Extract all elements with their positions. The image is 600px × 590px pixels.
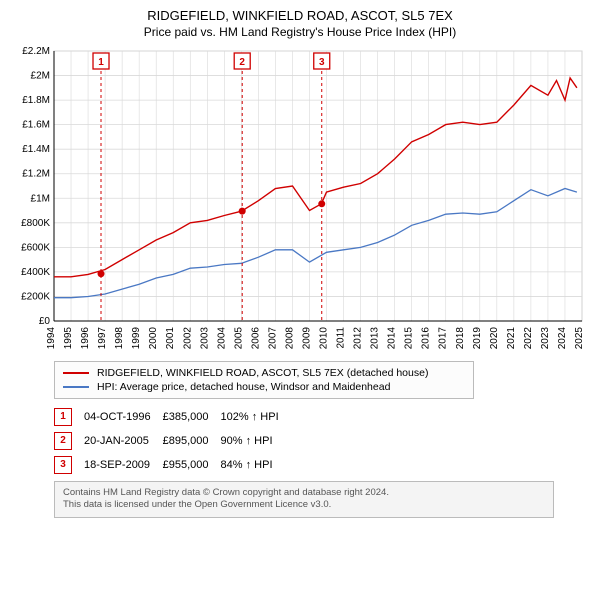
svg-text:£600K: £600K [21, 242, 50, 253]
marker-row: 1 04-OCT-1996£385,000102% ↑ HPI [54, 405, 291, 429]
svg-text:2014: 2014 [387, 326, 398, 349]
svg-text:2006: 2006 [250, 326, 261, 349]
marker-relative: 102% ↑ HPI [221, 405, 291, 429]
svg-text:2022: 2022 [523, 326, 534, 349]
svg-text:2016: 2016 [421, 326, 432, 349]
svg-text:2020: 2020 [489, 326, 500, 349]
svg-text:£1.2M: £1.2M [22, 169, 50, 180]
marker-price: £895,000 [163, 429, 221, 453]
svg-text:2021: 2021 [506, 326, 517, 349]
legend: RIDGEFIELD, WINKFIELD ROAD, ASCOT, SL5 7… [54, 361, 474, 399]
svg-text:1: 1 [98, 57, 104, 68]
svg-text:2024: 2024 [557, 326, 568, 349]
svg-text:1998: 1998 [114, 326, 125, 349]
svg-text:2025: 2025 [574, 326, 585, 349]
legend-swatch-1 [63, 372, 89, 374]
chart-title: RIDGEFIELD, WINKFIELD ROAD, ASCOT, SL5 7… [10, 8, 590, 25]
marker-price: £385,000 [163, 405, 221, 429]
svg-text:2009: 2009 [301, 326, 312, 349]
svg-text:£400K: £400K [21, 267, 50, 278]
marker-date: 18-SEP-2009 [84, 453, 163, 477]
marker-row: 2 20-JAN-2005£895,00090% ↑ HPI [54, 429, 291, 453]
footer-line-1: Contains HM Land Registry data © Crown c… [63, 487, 545, 499]
svg-text:1994: 1994 [46, 326, 57, 349]
marker-price: £955,000 [163, 453, 221, 477]
marker-number-icon: 2 [54, 432, 72, 450]
svg-text:2015: 2015 [404, 326, 415, 349]
svg-text:2019: 2019 [472, 326, 483, 349]
legend-label-2: HPI: Average price, detached house, Wind… [97, 381, 390, 393]
legend-label-1: RIDGEFIELD, WINKFIELD ROAD, ASCOT, SL5 7… [97, 367, 428, 379]
footer: Contains HM Land Registry data © Crown c… [54, 481, 554, 518]
svg-text:2002: 2002 [182, 326, 193, 349]
svg-text:3: 3 [319, 57, 325, 68]
svg-text:1999: 1999 [131, 326, 142, 349]
svg-text:£800K: £800K [21, 218, 50, 229]
marker-number-icon: 3 [54, 456, 72, 474]
svg-text:£1.6M: £1.6M [22, 120, 50, 131]
svg-text:2017: 2017 [438, 326, 449, 349]
svg-text:2008: 2008 [284, 326, 295, 349]
chart-subtitle: Price paid vs. HM Land Registry's House … [10, 25, 590, 39]
svg-text:2018: 2018 [455, 326, 466, 349]
svg-text:2011: 2011 [336, 326, 347, 348]
svg-text:2004: 2004 [216, 326, 227, 349]
svg-text:£1.8M: £1.8M [22, 95, 50, 106]
svg-text:2010: 2010 [319, 326, 330, 349]
legend-row: HPI: Average price, detached house, Wind… [63, 380, 465, 394]
legend-swatch-2 [63, 386, 89, 388]
marker-date: 04-OCT-1996 [84, 405, 163, 429]
plot-area: £0 £200K £400K £600K £800K £1M £1.2M £1.4M £1.6M… [10, 45, 590, 355]
svg-text:2013: 2013 [370, 326, 381, 349]
svg-text:2012: 2012 [353, 326, 364, 349]
svg-text:£200K: £200K [21, 291, 50, 302]
marker-relative: 84% ↑ HPI [221, 453, 291, 477]
marker-row: 3 18-SEP-2009£955,00084% ↑ HPI [54, 453, 291, 477]
svg-text:£1M: £1M [31, 193, 50, 204]
marker-number-icon: 1 [54, 408, 72, 426]
svg-text:2007: 2007 [267, 326, 278, 349]
svg-text:2001: 2001 [165, 326, 176, 349]
marker-table: 1 04-OCT-1996£385,000102% ↑ HPI 2 20-JAN-20… [54, 405, 291, 477]
svg-text:1996: 1996 [80, 326, 91, 349]
svg-text:£1.4M: £1.4M [22, 144, 50, 155]
svg-text:£2.2M: £2.2M [22, 46, 50, 57]
svg-text:2005: 2005 [233, 326, 244, 349]
chart-svg: £0 £200K £400K £600K £800K £1M £1.2M £1.4M £1.6M… [10, 45, 590, 355]
svg-text:1995: 1995 [63, 326, 74, 349]
svg-text:2023: 2023 [540, 326, 551, 349]
svg-text:2003: 2003 [199, 326, 210, 349]
svg-text:2000: 2000 [148, 326, 159, 349]
svg-text:£0: £0 [39, 316, 51, 327]
marker-relative: 90% ↑ HPI [221, 429, 291, 453]
footer-line-2: This data is licensed under the Open Gov… [63, 499, 545, 511]
svg-text:1997: 1997 [97, 326, 108, 349]
legend-row: RIDGEFIELD, WINKFIELD ROAD, ASCOT, SL5 7… [63, 366, 465, 380]
marker-date: 20-JAN-2005 [84, 429, 163, 453]
svg-text:£2M: £2M [31, 70, 50, 81]
svg-text:2: 2 [239, 57, 245, 68]
chart-container: RIDGEFIELD, WINKFIELD ROAD, ASCOT, SL5 7… [0, 0, 600, 524]
